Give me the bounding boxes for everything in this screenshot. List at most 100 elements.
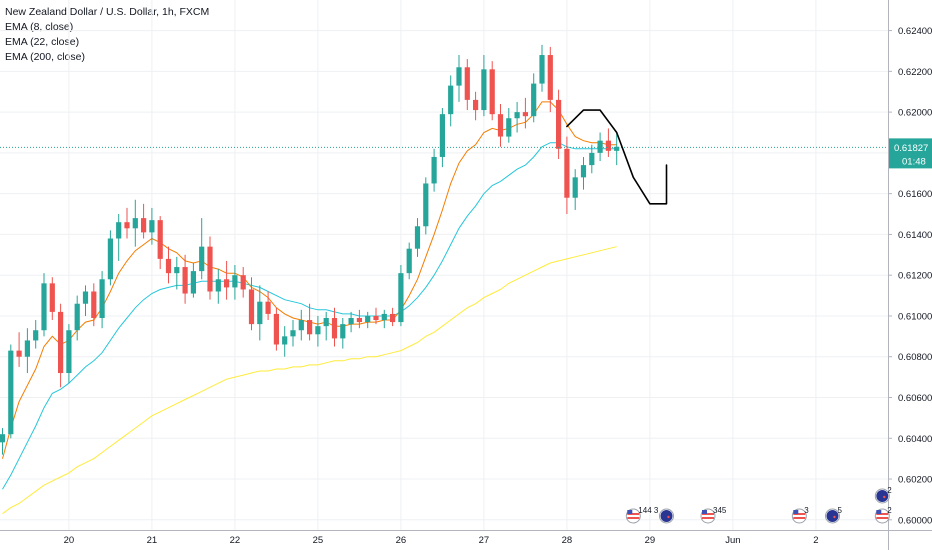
event-us-icon[interactable]: 345 (700, 506, 727, 524)
event-nz-icon[interactable]: 2 (874, 486, 892, 504)
candle (290, 320, 296, 347)
candle (165, 246, 172, 284)
ema-200-line (2, 246, 617, 515)
candle (556, 89, 562, 159)
candle (448, 75, 454, 127)
candle (506, 108, 512, 143)
candle (365, 311, 371, 329)
candle (564, 136, 570, 215)
candle-body (556, 99, 562, 149)
candle-body (16, 350, 22, 357)
candle (431, 148, 437, 192)
candle-body (215, 279, 221, 292)
candle (282, 326, 288, 357)
candle (456, 55, 462, 102)
candle-body (282, 336, 288, 345)
candle (8, 344, 14, 439)
time-tick-label: Jun (725, 535, 740, 546)
candle-body (58, 311, 64, 374)
candle-body (182, 267, 188, 294)
candle-body (614, 146, 620, 151)
candle-body (348, 318, 354, 325)
candle (547, 46, 553, 113)
candle-body (406, 248, 412, 274)
candle (307, 303, 313, 341)
candle (182, 254, 188, 304)
price-tick-label: 0.62400 (898, 26, 932, 37)
event-us-icon[interactable]: 2 (874, 506, 892, 524)
legend-ema-200: EMA (200, close) (5, 51, 85, 63)
candle-body (298, 320, 304, 331)
candle-body (390, 313, 396, 323)
price-tick-label: 0.61600 (898, 189, 932, 200)
candle-body (431, 156, 437, 184)
candle (481, 55, 487, 117)
candle (132, 199, 138, 247)
candle-body (307, 320, 313, 335)
time-axis[interactable]: 20 21 22 25 26 27 28 29 Jun 2 (64, 535, 819, 546)
time-tick-label: 29 (645, 535, 656, 546)
candle-body (497, 114, 504, 137)
candle (16, 332, 22, 367)
candle (323, 311, 329, 341)
candle-body (414, 226, 421, 249)
candle (149, 207, 155, 245)
candle-body (356, 318, 362, 323)
us-flag-stripe (702, 517, 714, 519)
candle-body (116, 222, 122, 239)
candle-body (448, 85, 454, 115)
candle (107, 230, 113, 286)
us-flag-stripe (702, 513, 714, 515)
us-flag-stripe (876, 517, 889, 519)
time-tick-label: 27 (479, 535, 490, 546)
event-count: 3 (804, 506, 809, 515)
candle (340, 318, 346, 349)
candle (232, 265, 238, 300)
candle-body (547, 55, 553, 100)
candle-body (605, 140, 611, 151)
candle-body (207, 246, 213, 292)
candle (381, 309, 387, 329)
drawing-brush[interactable] (566, 109, 668, 205)
event-nz-icon[interactable] (659, 508, 674, 524)
price-tick-label: 0.61400 (898, 230, 932, 241)
candle-body (273, 313, 279, 345)
nz-flag-field (660, 510, 673, 522)
candle-body (473, 99, 479, 111)
candle-body (597, 140, 603, 153)
candle-body (74, 303, 80, 331)
candle-body (224, 279, 230, 288)
nz-flag-star (833, 515, 836, 519)
candle (190, 262, 196, 298)
candle (331, 307, 338, 347)
candle (82, 285, 89, 316)
countdown-label: 01:48 (902, 156, 926, 167)
candle-body (589, 152, 595, 166)
candle (390, 307, 396, 327)
candle-body (423, 183, 429, 227)
candle-body (99, 279, 105, 318)
chart-legend: New Zealand Dollar / U.S. Dollar, 1h, FX… (5, 5, 209, 65)
candle (157, 216, 163, 270)
price-tick-label: 0.60600 (898, 393, 932, 404)
candle (174, 256, 180, 290)
candles (0, 44, 620, 455)
price-tick-label: 0.61000 (898, 311, 932, 322)
candle-body (564, 148, 570, 198)
price-axis[interactable]: 0.624000.622000.620000.618000.616000.614… (888, 26, 932, 526)
price-tick-label: 0.61200 (898, 271, 932, 282)
price-tick-label: 0.62200 (898, 67, 932, 78)
candle (605, 128, 611, 157)
price-tick-label: 0.60400 (898, 434, 932, 445)
event-us-icon[interactable]: 144 3 (625, 506, 659, 524)
candle-body (398, 273, 404, 323)
candle-body (315, 326, 321, 335)
time-tick-label: 28 (562, 535, 573, 546)
event-nz-icon[interactable]: 5 (825, 506, 843, 524)
event-count: 2 (887, 506, 892, 515)
events: 144 3 345 3 5 2 2 (625, 486, 892, 524)
event-us-icon[interactable]: 3 (791, 506, 809, 524)
time-tick-label: 20 (64, 535, 75, 546)
candle (373, 307, 379, 325)
